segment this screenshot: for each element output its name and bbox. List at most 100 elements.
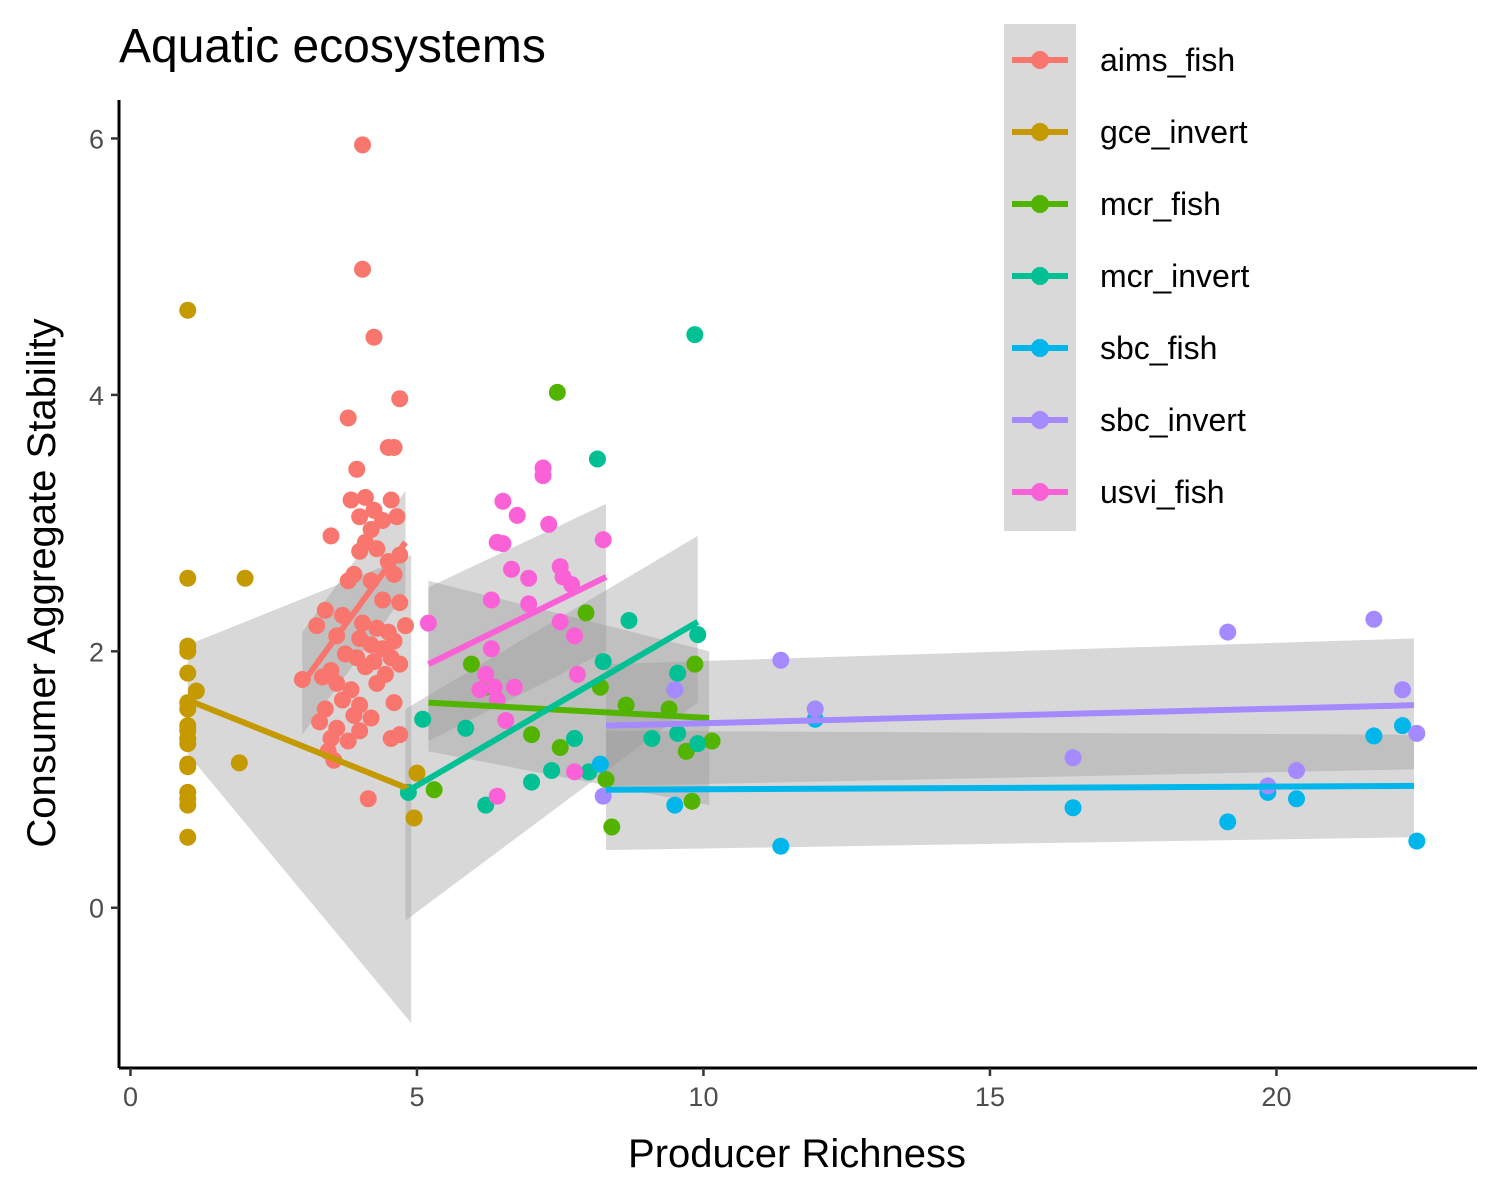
point-sbc_fish-5 [1219, 813, 1237, 831]
point-aims_fish-1 [354, 260, 372, 278]
y-tick-label-6: 6 [89, 124, 104, 154]
point-mcr_fish-10 [597, 771, 615, 789]
data-points [179, 136, 1426, 855]
point-mcr_fish-12 [683, 792, 701, 810]
legend-label-sbc_invert: sbc_invert [1100, 402, 1246, 438]
point-aims_fish-58 [362, 709, 380, 727]
point-sbc_fish-2 [591, 755, 609, 773]
point-mcr_invert-0 [686, 326, 704, 344]
point-usvi_fish-17 [419, 614, 437, 632]
fit-lines [186, 540, 1415, 795]
point-usvi_fish-27 [488, 787, 506, 805]
point-aims_fish-6 [379, 438, 397, 456]
point-mcr_fish-7 [551, 738, 569, 756]
legend-dot-mcr_invert [1031, 267, 1049, 285]
legend-dot-usvi_fish [1031, 483, 1049, 501]
x-tick-label-0: 0 [123, 1082, 138, 1112]
point-aims_fish-59 [311, 713, 329, 731]
point-aims_fish-63 [339, 732, 357, 750]
point-sbc_invert-10 [666, 681, 684, 699]
confidence-band-mcr_fish [428, 580, 710, 806]
point-aims_fish-55 [385, 694, 403, 712]
point-mcr_invert-9 [689, 735, 707, 753]
point-mcr_fish-2 [462, 655, 480, 673]
point-gce_invert-18 [179, 796, 197, 814]
point-sbc_invert-6 [1365, 610, 1383, 628]
point-usvi_fish-25 [497, 712, 515, 730]
y-axis-title: Consumer Aggregate Stability [20, 318, 64, 847]
point-mcr_fish-9 [703, 732, 721, 750]
point-aims_fish-50 [328, 674, 346, 692]
point-mcr_invert-6 [414, 710, 432, 728]
point-gce_invert-21 [408, 764, 426, 782]
point-usvi_fish-21 [485, 678, 503, 696]
fit-line-mcr_fish [428, 699, 710, 721]
point-aims_fish-3 [391, 390, 409, 408]
point-sbc_fish-10 [1408, 832, 1426, 850]
point-sbc_invert-3 [1219, 623, 1237, 641]
point-mcr_invert-12 [543, 762, 561, 780]
legend-label-mcr_invert: mcr_invert [1100, 258, 1249, 294]
point-mcr_fish-6 [523, 726, 541, 744]
legend-dot-sbc_invert [1031, 411, 1049, 429]
point-sbc_invert-7 [1394, 681, 1412, 699]
point-aims_fish-19 [351, 542, 369, 560]
point-aims_fish-24 [339, 572, 357, 590]
axes: 0 5 10 15 20 0 2 4 6 [89, 100, 1477, 1112]
point-gce_invert-15 [230, 754, 248, 772]
point-usvi_fish-18 [482, 640, 500, 658]
point-sbc_fish-8 [1365, 727, 1383, 745]
point-gce_invert-0 [179, 301, 197, 319]
point-aims_fish-7 [348, 460, 366, 478]
point-aims_fish-39 [385, 632, 403, 650]
point-gce_invert-1 [179, 569, 197, 587]
point-sbc_invert-5 [1288, 762, 1306, 780]
legend-label-gce_invert: gce_invert [1100, 114, 1248, 150]
point-aims_fish-28 [316, 601, 334, 619]
legend-dot-mcr_fish [1031, 195, 1049, 213]
point-aims_fish-30 [354, 614, 372, 632]
point-usvi_fish-16 [566, 627, 584, 645]
point-aims_fish-2 [365, 328, 383, 346]
confidence-band-gce_invert [187, 555, 412, 1024]
point-usvi_fish-23 [471, 681, 489, 699]
point-usvi_fish-2 [494, 492, 512, 510]
point-aims_fish-8 [322, 527, 340, 545]
point-usvi_fish-4 [540, 515, 558, 533]
x-tick-label-15: 15 [975, 1082, 1005, 1112]
point-mcr_invert-4 [594, 653, 612, 671]
point-aims_fish-57 [345, 706, 363, 724]
y-tick-label-4: 4 [89, 381, 104, 411]
x-tick-label-20: 20 [1261, 1082, 1291, 1112]
point-aims_fish-4 [339, 409, 357, 427]
point-aims_fish-33 [396, 617, 414, 635]
point-aims_fish-49 [313, 668, 331, 686]
x-tick-label-5: 5 [409, 1082, 424, 1112]
point-aims_fish-12 [382, 491, 400, 509]
point-sbc_invert-2 [1064, 749, 1082, 767]
point-aims_fish-27 [391, 594, 409, 612]
point-usvi_fish-14 [520, 595, 538, 613]
point-aims_fish-18 [368, 540, 386, 558]
point-mcr_invert-8 [643, 729, 661, 747]
point-usvi_fish-12 [520, 569, 538, 587]
point-mcr_invert-2 [620, 612, 638, 630]
legend-dot-aims_fish [1031, 51, 1049, 69]
point-mcr_invert-3 [689, 626, 707, 644]
point-mcr_invert-10 [566, 729, 584, 747]
point-aims_fish-43 [336, 645, 354, 663]
legend-label-aims_fish: aims_fish [1100, 42, 1235, 78]
point-usvi_fish-15 [551, 613, 569, 631]
point-mcr_invert-14 [477, 796, 495, 814]
point-aims_fish-52 [368, 674, 386, 692]
point-aims_fish-0 [354, 136, 372, 154]
fit-line-sbc_invert [605, 702, 1415, 729]
confidence-band-mcr_invert [405, 535, 698, 921]
point-usvi_fish-20 [568, 665, 586, 683]
point-sbc_invert-0 [772, 651, 790, 669]
point-usvi_fish-1 [534, 467, 552, 485]
point-aims_fish-53 [333, 691, 351, 709]
point-aims_fish-10 [356, 488, 374, 506]
point-aims_fish-16 [388, 508, 406, 526]
